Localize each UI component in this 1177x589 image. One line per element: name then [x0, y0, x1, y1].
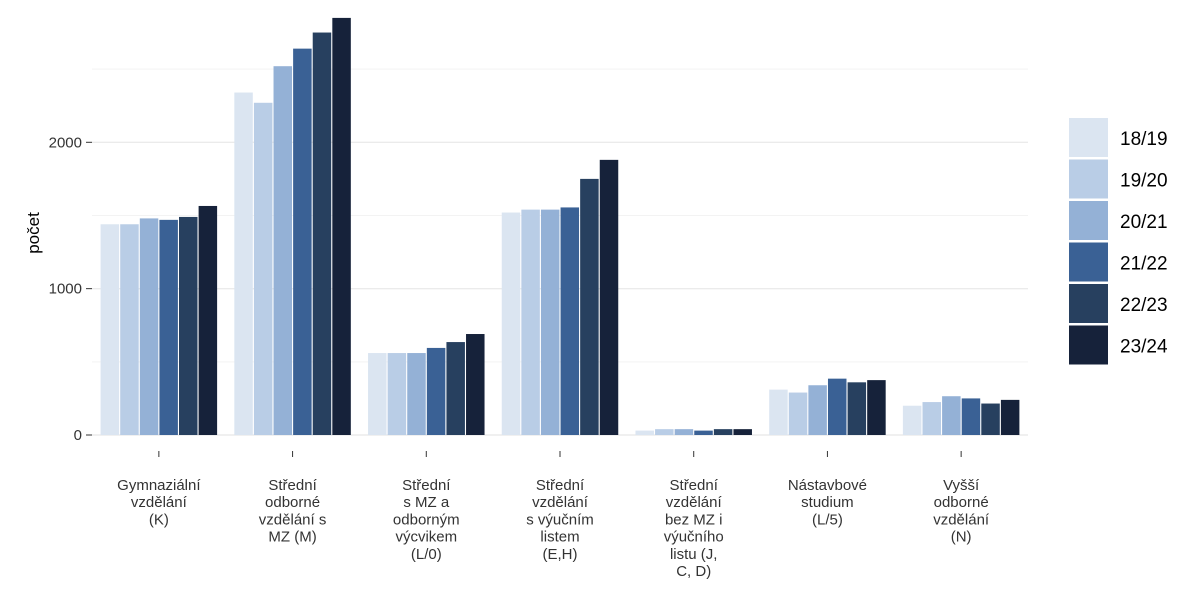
bar [426, 347, 446, 435]
y-tick-label: 1000 [49, 281, 82, 298]
bar [635, 430, 654, 435]
bar [446, 342, 465, 435]
bar [100, 224, 120, 435]
bar [808, 385, 827, 435]
bar [273, 66, 293, 435]
bar [198, 205, 218, 435]
legend-label: 23/24 [1120, 337, 1168, 358]
bar [847, 382, 867, 435]
x-axis: Gymnaziální vzdělání (K) Střední odborné vzdě… [117, 451, 990, 580]
y-tick-label: 2000 [49, 134, 82, 151]
legend-swatch [1069, 118, 1108, 157]
bar [332, 17, 351, 436]
bar [922, 402, 941, 435]
legend-label: 21/22 [1120, 254, 1168, 275]
x-tick-label: Střední odborné vzdělání s MZ (M) [259, 477, 327, 546]
bar [159, 219, 178, 435]
x-tick-label: Střední vzdělání bez MZ i výučního listu (J,… [664, 477, 724, 580]
bar [501, 212, 521, 435]
bar [867, 380, 886, 435]
y-tick-label: 0 [74, 427, 82, 444]
bar [580, 178, 599, 435]
x-tick-label: Vyšší odborné vzdělání (N) [933, 477, 990, 546]
x-tick-label: Střední s MZ a odborným výcvikem (L/0) [393, 477, 460, 563]
legend-swatch [1069, 242, 1108, 282]
bar [694, 430, 713, 435]
legend-swatch [1069, 325, 1108, 365]
bar [769, 389, 788, 435]
bar [713, 429, 733, 435]
y-axis-label: počet [24, 212, 43, 254]
bar [253, 102, 273, 436]
legend-swatch [1069, 201, 1108, 240]
x-tick-label: Gymnaziální vzdělání (K) [117, 477, 201, 528]
bar [312, 32, 332, 435]
legend-label: 20/21 [1120, 212, 1168, 233]
legend-swatch [1069, 159, 1108, 199]
bar [521, 209, 540, 435]
bar [179, 216, 198, 435]
bar [387, 353, 407, 435]
bar [981, 403, 1000, 435]
legend-label: 18/19 [1120, 129, 1168, 150]
bars [100, 17, 1020, 436]
y-axis: 0 1000 2000 [49, 134, 92, 444]
bar [560, 207, 580, 435]
grid-lines [92, 68, 1028, 436]
legend-label: 22/23 [1120, 295, 1168, 316]
bar [599, 159, 619, 435]
bar [466, 334, 485, 435]
bar [902, 405, 922, 435]
x-tick-label: Střední vzdělání s výučním listem (E,H) [526, 477, 594, 563]
bar [139, 218, 159, 435]
bar [234, 92, 253, 435]
bar [407, 353, 426, 435]
bar [293, 48, 312, 436]
bar [788, 392, 808, 435]
bar [827, 378, 847, 435]
bar [961, 398, 981, 435]
bar [1000, 399, 1020, 435]
bar [540, 209, 560, 435]
legend: 18/19 19/20 20/21 21/22 22/23 23/24 [1069, 118, 1168, 365]
legend-label: 19/20 [1120, 171, 1168, 192]
bar [655, 429, 674, 435]
bar [733, 429, 752, 435]
bar [674, 429, 694, 435]
x-tick-label: Nástavbové studium (L/5) [788, 477, 867, 528]
bar [368, 353, 387, 435]
legend-swatch [1069, 284, 1108, 323]
bar [942, 396, 961, 435]
bar [120, 224, 139, 435]
